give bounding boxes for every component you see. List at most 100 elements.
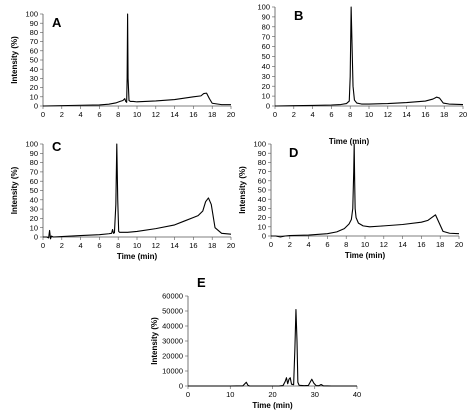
- panel-e-y-tick-label: 50000: [162, 307, 183, 316]
- panel-c-y-tick-label: 70: [30, 168, 38, 177]
- panel-c-x-tick-label: 6: [97, 241, 101, 250]
- panel-a-x-tick-label: 20: [227, 110, 235, 119]
- panel-a-x-tick-label: 18: [208, 110, 216, 119]
- panel-d-series-line: [271, 143, 460, 238]
- panel-d-y-tick-label: 0: [262, 232, 266, 241]
- panel-d-x-tick-label: 0: [269, 240, 273, 249]
- panel-e-y-label: Intensity (%): [150, 317, 159, 365]
- panel-b-y-tick-label: 20: [262, 82, 270, 91]
- panel-e-y-tick-label: 0: [179, 382, 183, 391]
- panel-c-x-tick-label: 0: [41, 241, 45, 250]
- panel-e: E 0 10000 20000 30000 40000 50000 60000 0 10 20 30…: [150, 275, 361, 410]
- panel-a-y-tick-label: 40: [30, 65, 38, 74]
- panel-b-y-tick-label: 90: [262, 13, 270, 22]
- panel-a-x-tick-label: 2: [60, 110, 64, 119]
- panel-e-y-tick-label: 40000: [162, 322, 183, 331]
- panel-d-y-tick-label: 70: [258, 167, 266, 176]
- panel-e-x-label: Time (min): [252, 401, 293, 410]
- panel-a-x-tick-label: 4: [79, 110, 83, 119]
- panel-b-y-tick-label: 30: [262, 72, 270, 81]
- panel-a-y-tick-label: 90: [30, 19, 38, 28]
- panel-b-x-tick-label: 16: [421, 110, 429, 119]
- panel-a-y-tick-label: 20: [30, 83, 38, 92]
- panel-c-x-tick-label: 10: [133, 241, 141, 250]
- panel-d-y-tick-label: 100: [253, 140, 266, 149]
- panel-a-x-tick-label: 8: [116, 110, 120, 119]
- panel-b-x-tick-label: 0: [273, 110, 277, 119]
- panel-c-x-tick-label: 14: [170, 241, 178, 250]
- panel-d-x-tick-label: 4: [307, 240, 311, 249]
- panel-a-y-tick-label: 100: [25, 10, 38, 19]
- panel-d-y-tick-label: 80: [258, 158, 266, 167]
- panel-b-x-tick-label: 20: [459, 110, 467, 119]
- panel-b-label: B: [294, 8, 303, 23]
- panel-d-y-tick-label: 90: [258, 149, 266, 158]
- panel-d-x-tick-label: 2: [288, 240, 292, 249]
- panel-d-x-tick-label: 14: [398, 240, 406, 249]
- panel-a-series-line: [42, 13, 231, 107]
- panel-b-y-tick-label: 40: [262, 62, 270, 71]
- panel-a-y-tick-label: 0: [34, 102, 38, 111]
- panel-a-label: A: [52, 15, 62, 30]
- panel-c-y-tick-label: 10: [30, 223, 38, 232]
- panel-b-y-tick-label: 0: [266, 102, 270, 111]
- panel-c-y-tick-label: 50: [30, 186, 38, 195]
- panel-e-y-tick-label: 10000: [162, 367, 183, 376]
- panel-e-label: E: [197, 275, 206, 290]
- panel-d-x-label: Time (min): [345, 251, 386, 260]
- panel-a-y-tick-label: 50: [30, 56, 38, 65]
- panel-d-x-tick-label: 6: [325, 240, 329, 249]
- panel-b-y-tick-label: 60: [262, 42, 270, 51]
- panel-a-y-label: Intensity (%): [10, 36, 19, 84]
- panel-e-series-line: [188, 308, 357, 387]
- panel-c-x-tick-label: 12: [152, 241, 160, 250]
- panel-d-y-tick-label: 50: [258, 186, 266, 195]
- panel-c-x-tick-label: 16: [189, 241, 197, 250]
- panel-d-y-tick-label: 60: [258, 176, 266, 185]
- panel-c-x-tick-label: 8: [116, 241, 120, 250]
- panel-e-y-tick-label: 20000: [162, 352, 183, 361]
- panel-b-x-tick-label: 10: [365, 110, 373, 119]
- panel-e-y-tick-label: 30000: [162, 337, 183, 346]
- panel-e-x-tick-label: 20: [268, 390, 276, 399]
- panel-a-y-tick-label: 10: [30, 92, 38, 101]
- panel-c-x-tick-label: 18: [208, 241, 216, 250]
- panel-d-y-tick-label: 30: [258, 204, 266, 213]
- panel-a-x-tick-label: 14: [170, 110, 178, 119]
- panel-d-x-tick-label: 12: [380, 240, 388, 249]
- panel-d-x-tick-label: 16: [417, 240, 425, 249]
- panel-c-y-tick-label: 30: [30, 205, 38, 214]
- panel-b-y-tick-label: 10: [262, 92, 270, 101]
- panel-a-x-tick-label: 16: [189, 110, 197, 119]
- panel-b-y-tick-label: 80: [262, 22, 270, 31]
- panel-c-y-tick-label: 20: [30, 214, 38, 223]
- panel-d-x-tick-label: 18: [436, 240, 444, 249]
- panel-c-y-tick-label: 60: [30, 177, 38, 186]
- panel-c-x-tick-label: 20: [227, 241, 235, 250]
- panel-b-x-tick-label: 14: [402, 110, 410, 119]
- panel-b-y-tick-label: 50: [262, 52, 270, 61]
- panel-c-y-tick-label: 90: [30, 149, 38, 158]
- panel-b-x-label: Time (min): [329, 137, 370, 146]
- panel-d-x-tick-label: 10: [361, 240, 369, 249]
- panel-a-x-tick-label: 6: [97, 110, 101, 119]
- panel-e-x-tick-label: 30: [311, 390, 319, 399]
- panel-a-x-tick-label: 12: [152, 110, 160, 119]
- panel-b-y-tick-label: 100: [257, 3, 270, 12]
- panel-c-x-tick-label: 4: [79, 241, 83, 250]
- panel-b-series-line: [274, 6, 464, 107]
- panel-d-y-tick-label: 10: [258, 222, 266, 231]
- panel-c-y-tick-label: 40: [30, 195, 38, 204]
- panel-a-y-tick-label: 60: [30, 46, 38, 55]
- panel-c-x-label: Time (min): [117, 252, 158, 261]
- panel-c-series-line: [43, 143, 232, 240]
- panel-a-y-tick-label: 70: [30, 37, 38, 46]
- panel-a-y-tick-label: 30: [30, 74, 38, 83]
- panel-d-y-tick-label: 20: [258, 213, 266, 222]
- panel-d-x-tick-label: 8: [344, 240, 348, 249]
